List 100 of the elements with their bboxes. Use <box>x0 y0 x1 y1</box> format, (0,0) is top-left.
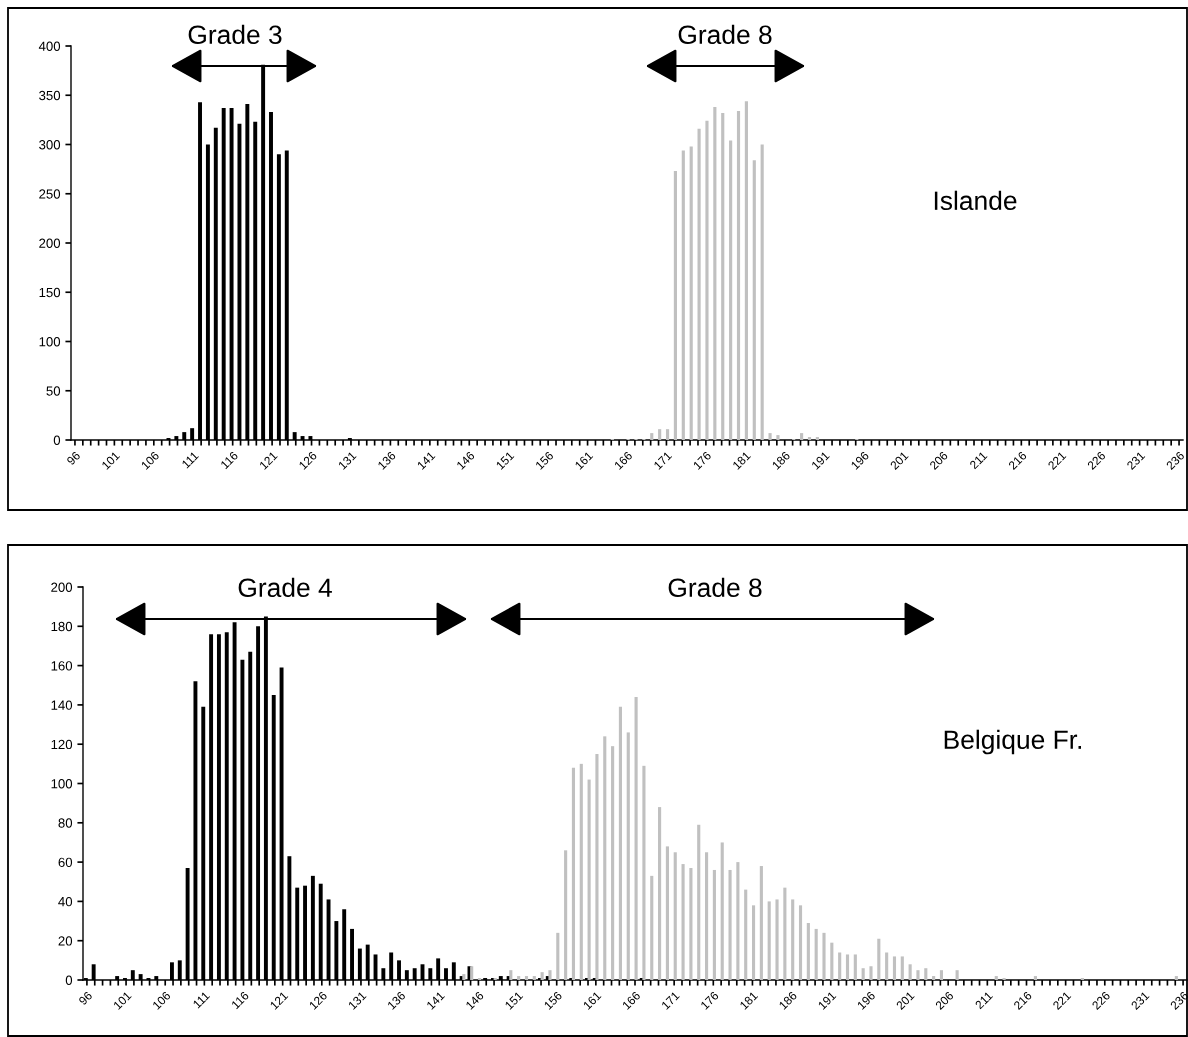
bar <box>564 850 568 980</box>
x-tick-label: 111 <box>181 451 199 469</box>
x-tick-label: 166 <box>613 451 633 470</box>
bar <box>634 697 638 980</box>
bar <box>681 864 685 980</box>
bar <box>650 433 654 440</box>
x-tick-label: 191 <box>817 991 837 1010</box>
bar <box>955 970 959 980</box>
bar <box>807 437 812 440</box>
bar <box>548 970 552 980</box>
bar <box>736 111 741 440</box>
y-tick-label: 60 <box>58 857 73 868</box>
bar <box>705 120 709 440</box>
bar <box>892 956 897 980</box>
bar <box>603 736 607 980</box>
x-tick-label: 226 <box>1086 451 1106 471</box>
bar <box>798 905 803 980</box>
bar <box>720 842 724 980</box>
bar <box>830 942 834 980</box>
bar <box>759 866 763 980</box>
bar <box>791 899 795 980</box>
bar <box>673 852 677 980</box>
x-tick-label: 161 <box>582 991 602 1010</box>
y-tick-label: 150 <box>39 287 61 298</box>
bar <box>767 901 771 980</box>
x-tick-label: 146 <box>465 991 485 1010</box>
x-tick-label: 186 <box>771 451 791 470</box>
bar <box>783 887 787 980</box>
x-tick-label: 136 <box>377 451 397 470</box>
y-tick-label: 0 <box>65 975 73 985</box>
y-tick-label: 20 <box>58 936 73 946</box>
bar <box>744 101 748 440</box>
y-tick-label: 100 <box>39 337 61 347</box>
x-tick-label: 191 <box>811 451 830 470</box>
x-tick-label: 196 <box>850 451 870 470</box>
x-tick-label: 131 <box>337 451 357 470</box>
bar <box>939 970 944 980</box>
bar <box>885 952 889 980</box>
bar <box>815 437 819 440</box>
y-tick-label: 80 <box>58 818 73 828</box>
x-tick-label: 121 <box>269 991 289 1010</box>
x-tick-label: 141 <box>416 451 436 470</box>
bar <box>916 970 920 980</box>
text: Grade 3 <box>188 24 282 45</box>
x-tick-label: 151 <box>495 451 515 470</box>
bar <box>806 923 810 980</box>
x-tick-label: 126 <box>298 451 318 470</box>
x-tick-label: 131 <box>347 991 367 1010</box>
bar <box>869 966 873 980</box>
annotation: Grade 8 <box>668 577 762 598</box>
x-tick-label: 206 <box>934 991 954 1011</box>
bar <box>900 956 904 980</box>
bar <box>697 824 701 980</box>
bar <box>712 869 716 980</box>
y-tick-label: 200 <box>51 582 73 592</box>
bar <box>877 938 881 980</box>
x-tick-label: 141 <box>426 991 445 1010</box>
x-tick-label: 181 <box>739 991 759 1010</box>
x-tick-label: 96 <box>66 451 81 466</box>
x-tick-label: 236 <box>1169 991 1188 1011</box>
bar <box>744 889 748 980</box>
text: Grade 8 <box>678 24 772 45</box>
x-tick-label: 216 <box>1013 991 1033 1011</box>
x-tick-label: 211 <box>974 991 993 1010</box>
bar <box>673 171 677 440</box>
x-tick-label: 186 <box>778 991 798 1010</box>
bar <box>752 160 756 440</box>
x-tick-label: 181 <box>732 451 752 470</box>
annotation: Belgique Fr. <box>944 729 1082 755</box>
bar <box>587 779 591 980</box>
bar <box>1033 976 1037 980</box>
y-tick-label: 250 <box>39 189 61 199</box>
bar <box>509 970 513 980</box>
bar <box>626 732 630 980</box>
x-tick-label: 231 <box>1126 451 1146 471</box>
y-tick-label: 40 <box>58 896 73 907</box>
x-tick-label: 216 <box>1008 451 1028 471</box>
x-tick-label: 151 <box>504 991 524 1010</box>
x-tick-label: 211 <box>969 451 988 470</box>
annotation: Grade 4 <box>238 577 332 598</box>
y-tick-label: 140 <box>51 700 73 710</box>
y-tick-label: 350 <box>39 90 61 101</box>
bar <box>571 767 576 980</box>
bar <box>665 429 670 440</box>
bar <box>908 964 912 980</box>
bar <box>932 976 936 980</box>
bar <box>994 976 998 980</box>
y-tick-label: 160 <box>51 661 73 671</box>
bar <box>524 976 529 980</box>
bar <box>705 852 709 980</box>
x-tick-label: 201 <box>895 991 915 1011</box>
y-tick-label: 120 <box>51 739 73 750</box>
y-tick-label: 400 <box>38 41 61 51</box>
bar <box>540 972 544 980</box>
x-tick-label: 221 <box>1047 451 1067 470</box>
x-tick-label: 121 <box>259 451 278 470</box>
x-tick-label: 206 <box>929 451 949 471</box>
x-tick-label: 156 <box>535 451 554 470</box>
x-tick-label: 236 <box>1165 451 1185 471</box>
x-tick-label: 106 <box>152 991 171 1010</box>
